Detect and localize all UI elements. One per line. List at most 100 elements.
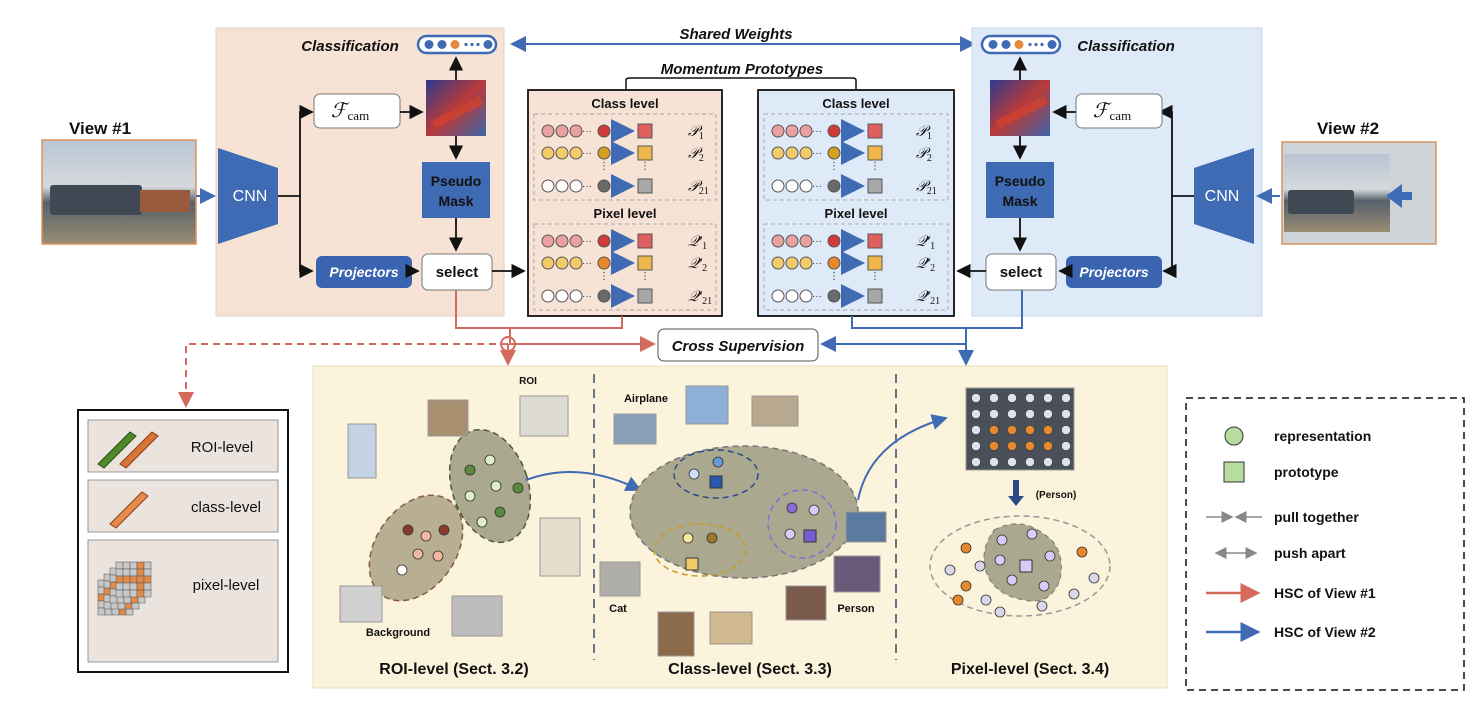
roi-cluster — [448, 428, 532, 544]
pixel-grid-dot — [1007, 425, 1017, 435]
legend: representation prototype pull together p… — [1185, 397, 1465, 691]
pixel-dot — [994, 606, 1006, 618]
proto-square — [637, 123, 653, 139]
roi-dot — [476, 516, 488, 528]
proto-ellipsis: ··· — [582, 291, 592, 302]
roi-dot — [490, 480, 502, 492]
pixel-cube-cell — [136, 582, 145, 591]
class-cluster — [629, 445, 859, 579]
pixel-dot — [1006, 574, 1018, 586]
view1-cam-image — [426, 80, 486, 136]
class-dot — [688, 468, 700, 480]
pixel-image — [965, 387, 1075, 471]
levels-class-label: class-level — [191, 499, 261, 516]
class-dot — [712, 456, 724, 468]
proto-circle — [541, 124, 555, 138]
prototypes-left-pixel-level: Pixel level — [594, 206, 657, 221]
proto-circle — [569, 256, 583, 270]
pixel-cube-cell — [143, 561, 152, 570]
pixel-cube-cell — [143, 589, 152, 598]
roi-label: ROI — [519, 376, 537, 387]
roi-dot — [402, 524, 414, 536]
proto-circle — [569, 146, 583, 160]
pixel-dots — [944, 528, 1100, 618]
representation-icon — [1224, 426, 1244, 446]
view1-image — [41, 139, 197, 245]
proto-circle — [569, 234, 583, 248]
class-level-title: Class-level (Sect. 3.3) — [668, 661, 832, 678]
view1-classification-label: Classification — [301, 38, 399, 55]
airplane-thumb-1 — [613, 413, 657, 445]
class-dots — [682, 456, 820, 571]
view1-fcam-box — [313, 93, 401, 129]
person-thumb-3 — [785, 585, 827, 621]
proto-circle — [827, 289, 841, 303]
pixel-cube-cell — [122, 582, 131, 591]
background-label: Background — [366, 627, 430, 639]
q1-left: 𝒬′1 — [688, 234, 707, 252]
pixel-dot — [944, 564, 956, 576]
view2-group: View #2 CNN Classification ℱcam Pseudo — [956, 27, 1437, 317]
cross-supervision-box — [657, 328, 819, 362]
pixel-cube-cell — [122, 589, 131, 598]
proto-circle — [771, 146, 785, 160]
proto-circle — [799, 256, 813, 270]
view2-mask-label: Mask — [1002, 193, 1037, 209]
pixel-dot — [1068, 588, 1080, 600]
proto-circle — [597, 179, 611, 193]
proto-ellipsis: ··· — [812, 291, 822, 302]
proto-square — [637, 288, 653, 304]
proto-circle — [597, 256, 611, 270]
roi-dot — [420, 530, 432, 542]
pixel-cube-cell — [129, 582, 138, 591]
pixel-dot — [1088, 572, 1100, 584]
bottom-panel: ROI-level (Sect. 3.2) Class-level (Sect.… — [312, 365, 1168, 689]
pixel-grid-dot — [1043, 441, 1053, 451]
airplane-thumb-2 — [685, 385, 729, 425]
pixel-grid-dot — [1007, 441, 1017, 451]
pixel-grid-dot — [1025, 409, 1035, 419]
roi-dot — [512, 482, 524, 494]
pixel-grid-dot — [1061, 393, 1071, 403]
pixel-grid-dot — [989, 425, 999, 435]
proto-square — [637, 233, 653, 249]
view1-select-label: select — [436, 264, 479, 281]
pixel-level-title: Pixel-level (Sect. 3.4) — [951, 661, 1109, 678]
pixel-grid-dot — [971, 457, 981, 467]
pixel-grid-dot — [1043, 425, 1053, 435]
person-label: Person — [837, 603, 875, 615]
view1-cnn-label: CNN — [233, 188, 268, 205]
pixel-cube-cell — [115, 568, 124, 577]
roi-dot — [464, 464, 476, 476]
proto-circle — [771, 234, 785, 248]
pixel-grid-dot — [971, 441, 981, 451]
proto-vdots: ⋮ — [829, 161, 839, 172]
pixel-dot — [960, 542, 972, 554]
roi-thumb-2 — [427, 399, 469, 437]
roi-thumb-1 — [347, 423, 377, 479]
pixel-grid-dot — [989, 441, 999, 451]
proto-vdots: ⋮ — [870, 161, 880, 172]
pixel-dot — [996, 534, 1008, 546]
pixel-grid-dot — [1043, 457, 1053, 467]
view1-pseudo-label: Pseudo — [431, 173, 482, 189]
pixel-grid-dot — [971, 425, 981, 435]
proto-circle — [799, 179, 813, 193]
pixel-grid-dot — [1043, 409, 1053, 419]
momentum-prototypes-label: Momentum Prototypes — [661, 61, 824, 78]
roi-thumb-3 — [519, 395, 569, 437]
cat-label: Cat — [609, 603, 627, 615]
pixel-cube-cell — [122, 575, 131, 584]
roi-thumb-6 — [451, 595, 503, 637]
pixel-dot — [960, 580, 972, 592]
proto-circle — [771, 256, 785, 270]
proto-circle — [771, 179, 785, 193]
prototypes-right-pixel-level: Pixel level — [825, 206, 888, 221]
pixel-grid-dot — [1007, 457, 1017, 467]
pixel-cube-cell — [136, 575, 145, 584]
person-thumb-1 — [845, 511, 887, 543]
proto-circle — [597, 289, 611, 303]
pixel-cube-cell — [136, 589, 145, 598]
view2-cnn-label: CNN — [1205, 188, 1240, 205]
